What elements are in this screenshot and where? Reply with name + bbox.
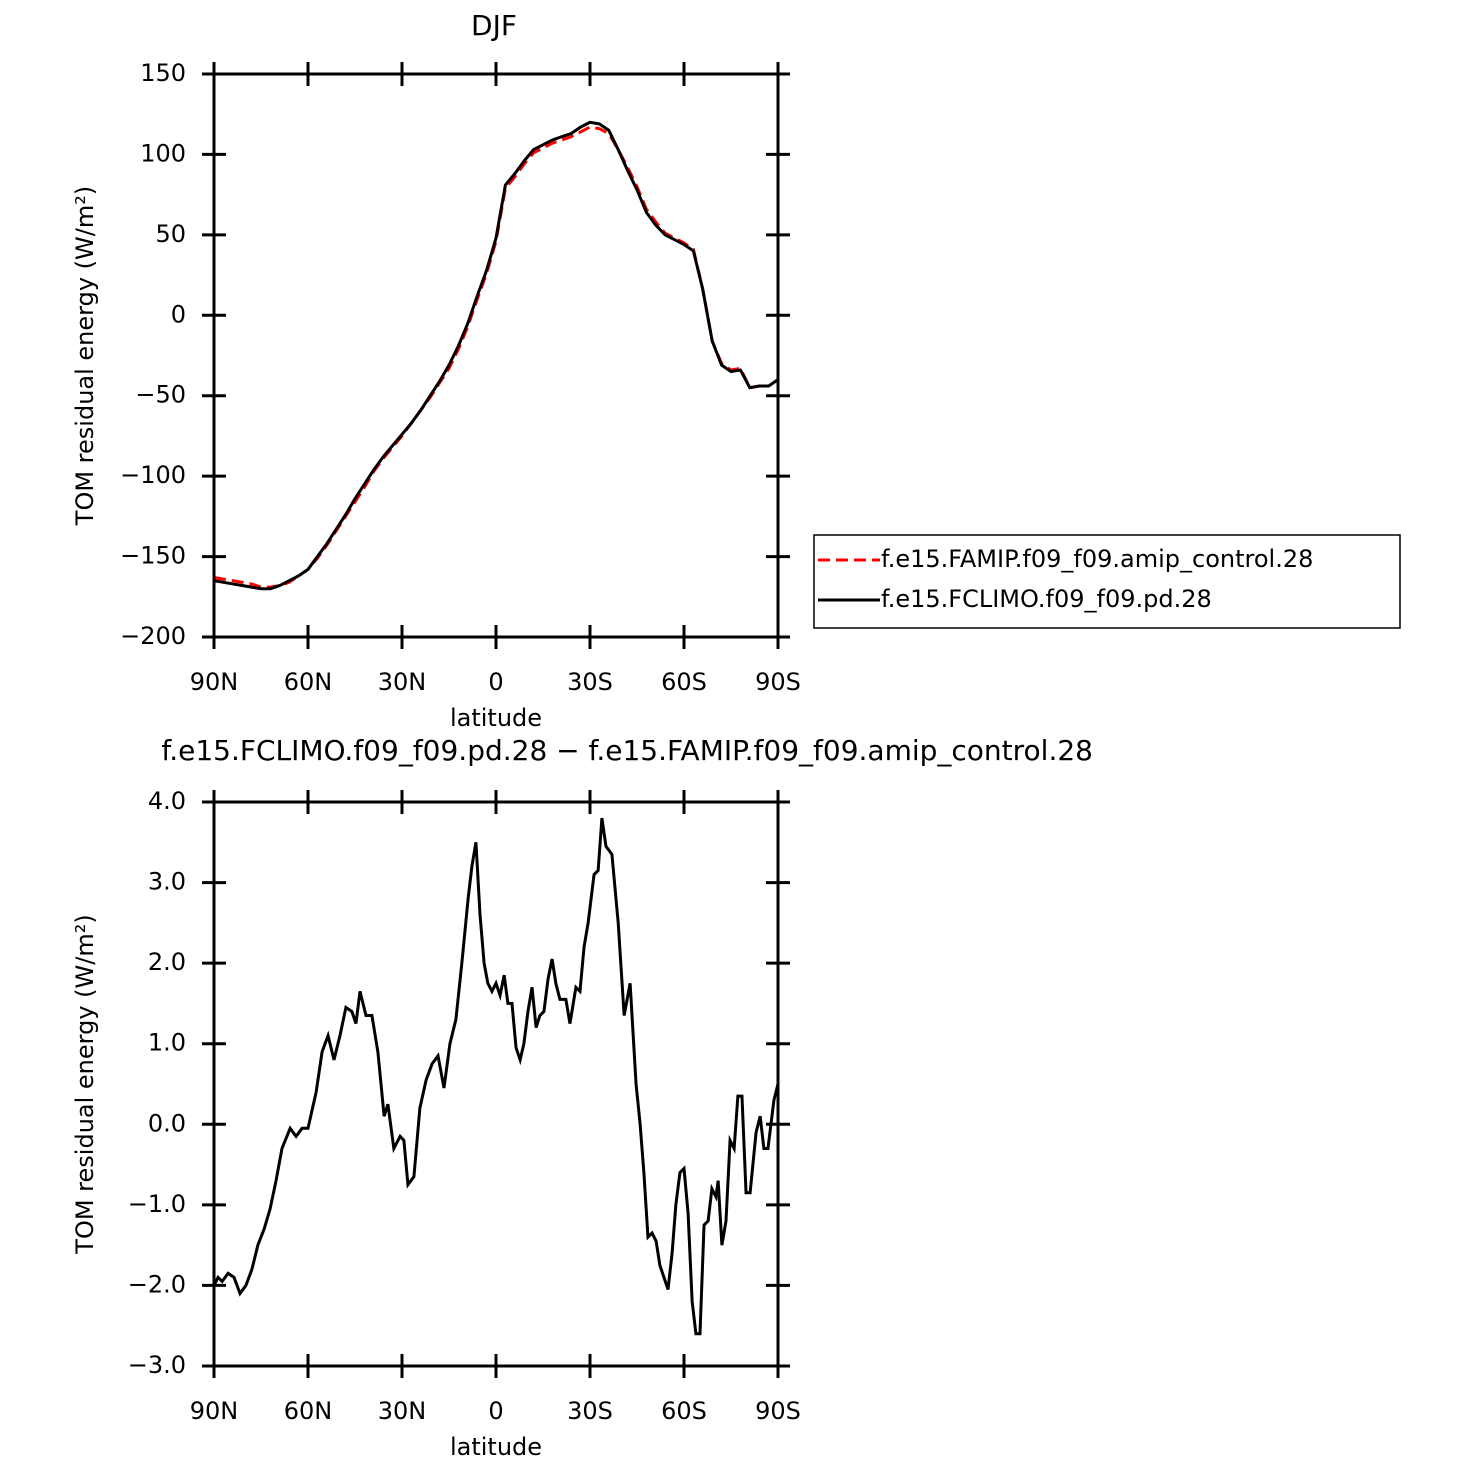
chart-title: f.e15.FCLIMO.f09_f09.pd.28 − f.e15.FAMIP… xyxy=(161,734,1093,767)
x-tick-label: 90N xyxy=(190,1397,239,1425)
legend-label: f.e15.FAMIP.f09_f09.amip_control.28 xyxy=(881,545,1313,573)
y-tick-label: −200 xyxy=(120,622,186,650)
x-tick-label: 30S xyxy=(567,1397,613,1425)
y-tick-label: 0 xyxy=(171,300,186,328)
x-axis-label: latitude xyxy=(450,1433,542,1461)
x-tick-label: 60N xyxy=(284,1397,333,1425)
x-tick-label: 0 xyxy=(488,668,503,696)
x-tick-label: 30N xyxy=(378,668,427,696)
y-tick-label: 1.0 xyxy=(148,1029,186,1057)
plot-frame xyxy=(212,72,780,639)
x-tick-label: 60N xyxy=(284,668,333,696)
y-tick-label: 50 xyxy=(155,220,186,248)
y-tick-label: 100 xyxy=(140,139,186,167)
legend-label: f.e15.FCLIMO.f09_f09.pd.28 xyxy=(881,585,1212,613)
x-tick-label: 60S xyxy=(661,668,707,696)
y-tick-label: 4.0 xyxy=(148,787,186,815)
chart-title: DJF xyxy=(471,9,517,42)
x-tick-label: 60S xyxy=(661,1397,707,1425)
plot-frame xyxy=(212,800,780,1368)
x-tick-label: 90S xyxy=(755,1397,801,1425)
x-tick-label: 90S xyxy=(755,668,801,696)
y-tick-label: 2.0 xyxy=(148,948,186,976)
y-tick-label: −2.0 xyxy=(128,1270,186,1298)
x-tick-label: 0 xyxy=(488,1397,503,1425)
y-tick-label: −1.0 xyxy=(128,1190,186,1218)
y-axis-label: TOM residual energy (W/m²) xyxy=(71,186,99,526)
y-tick-label: −3.0 xyxy=(128,1351,186,1379)
legend-box xyxy=(813,534,1401,629)
y-tick-label: 3.0 xyxy=(148,868,186,896)
y-tick-label: −100 xyxy=(120,461,186,489)
y-axis-label: TOM residual energy (W/m²) xyxy=(71,914,99,1254)
x-axis-label: latitude xyxy=(450,704,542,732)
x-tick-label: 30N xyxy=(378,1397,427,1425)
x-tick-label: 90N xyxy=(190,668,239,696)
y-tick-label: 0.0 xyxy=(148,1109,186,1137)
series-line xyxy=(213,125,779,589)
series-line xyxy=(212,817,780,1336)
y-tick-label: −150 xyxy=(120,542,186,570)
y-tick-label: 150 xyxy=(140,59,186,87)
series-line xyxy=(213,120,779,591)
y-tick-label: −50 xyxy=(135,381,186,409)
x-tick-label: 30S xyxy=(567,668,613,696)
